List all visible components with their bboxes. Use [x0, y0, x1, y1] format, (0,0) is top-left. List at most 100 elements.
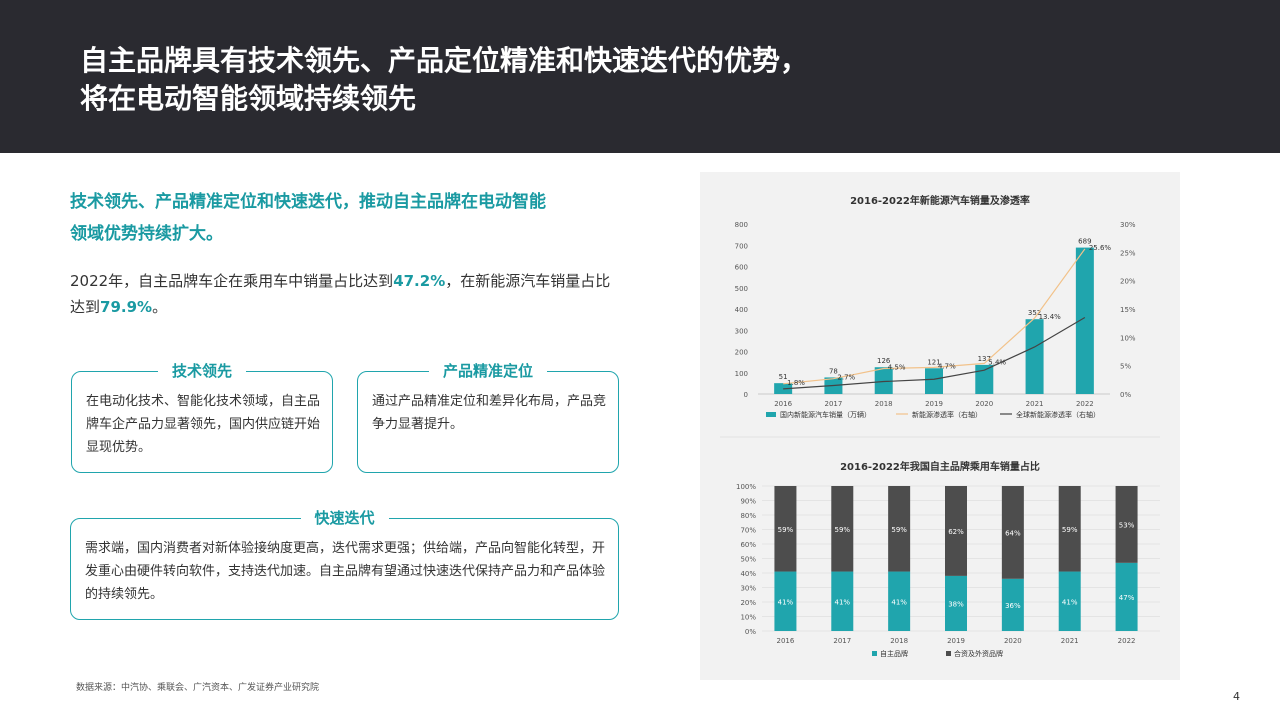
chart1-line-global-penetration: [783, 316, 1086, 390]
chart1-legend-label: 全球新能源渗透率（右轴）: [1016, 410, 1100, 419]
chart2-bar-label: 36%: [1005, 602, 1021, 610]
chart1-line-label: 13.4%: [1039, 313, 1062, 321]
chart1-y-tick-label: 0: [744, 391, 748, 399]
chart1-x-tick-label: 2019: [925, 400, 943, 408]
chart1-bar-label: 352: [1028, 309, 1041, 317]
summary-highlight-2: 79.9%: [100, 298, 153, 316]
box-title: 产品精准定位: [428, 360, 548, 382]
chart1-legend-label: 新能源渗透率（右轴）: [912, 410, 982, 419]
header-banner: 自主品牌具有技术领先、产品定位精准和快速迭代的优势， 将在电动智能领域持续领先: [0, 0, 1280, 153]
chart2-legend-label: 合资及外资品牌: [954, 649, 1003, 658]
precise-positioning-box: 产品精准定位 通过产品精准定位和差异化布局，产品竞争力显著提升。: [357, 360, 619, 473]
chart1-y2-tick-label: 5%: [1120, 363, 1131, 371]
chart2-y-tick-label: 70%: [740, 527, 756, 535]
chart2-y-tick-label: 50%: [740, 556, 756, 564]
chart2-y-tick-label: 20%: [740, 599, 756, 607]
chart2-x-tick-label: 2019: [947, 637, 965, 645]
chart1-y-tick-label: 800: [735, 221, 748, 229]
chart2-bar-jv: [1058, 486, 1081, 572]
chart2-bar-domestic: [1001, 578, 1024, 631]
chart2-bar-label: 59%: [1062, 526, 1078, 534]
chart2-bar-label: 41%: [778, 598, 794, 606]
chart2-bar-jv: [1001, 486, 1024, 579]
summary-text-3: 。: [152, 298, 168, 316]
chart2-bar-label: 38%: [948, 600, 964, 608]
chart-panel: 2016-2022年新能源汽车销量及渗透率 0 100 200 300 400 500 600…: [700, 172, 1180, 680]
chart2-y-tick-label: 30%: [740, 585, 756, 593]
box-body: 需求端，国内消费者对新体验接纳度更高，迭代需求更强；供给端，产品向智能化转型，开…: [85, 541, 606, 602]
chart1-y-tick-label: 200: [735, 349, 748, 357]
chart1-bar-label: 689: [1078, 238, 1091, 246]
chart1-line-label: 1.8%: [787, 379, 805, 387]
chart2-bar-jv: [1115, 486, 1138, 563]
chart2-y-tick-label: 60%: [740, 541, 756, 549]
chart1-bar-label: 121: [927, 358, 940, 366]
chart1-line-label: 4.7%: [938, 362, 956, 370]
chart2-bar-domestic: [831, 571, 854, 631]
chart2-bar-domestic: [774, 571, 797, 631]
chart2-y-tick-label: 10%: [740, 614, 756, 622]
title-line-1: 自主品牌具有技术领先、产品定位精准和快速迭代的优势，: [80, 44, 809, 77]
chart2-bar-label: 59%: [891, 526, 907, 534]
chart1-title: 2016-2022年新能源汽车销量及渗透率: [850, 194, 1030, 207]
data-source-note: 数据来源：中汽协、乘联会、广汽资本、广发证券产业研究院: [76, 683, 320, 693]
chart1-line-nev-penetration: [783, 248, 1086, 385]
chart1-legend-swatch: [766, 412, 776, 417]
chart1-y-tick-label: 600: [735, 264, 748, 272]
chart2-bar-label: 64%: [1005, 529, 1021, 537]
page-number: 4: [1233, 690, 1240, 703]
charts-svg: 2016-2022年新能源汽车销量及渗透率 0 100 200 300 400 500 600…: [720, 194, 1160, 658]
chart2-bar-label: 62%: [948, 528, 964, 536]
chart2-bar-label: 53%: [1119, 521, 1135, 529]
title-line-2: 将在电动智能领域持续领先: [80, 82, 417, 115]
chart1-bar-label: 126: [877, 357, 891, 365]
summary-text-2: ，在新能源汽车销量占比达到: [70, 272, 611, 316]
chart1-y-tick-label: 300: [735, 327, 748, 335]
section-subheading: 技术领先、产品精准定位和快速迭代，推动自主品牌在电动智能 领域优势持续扩大。: [70, 186, 630, 250]
chart2-bar-label: 41%: [1062, 598, 1078, 606]
chart1-bar: [1075, 247, 1094, 394]
chart1-y2-tick-label: 30%: [1120, 221, 1136, 229]
chart2-bar-jv: [774, 486, 797, 572]
chart2-bar-label: 59%: [835, 526, 851, 534]
chart1-x-tick-label: 2021: [1026, 400, 1044, 408]
summary-text-1: 2022年，自主品牌车企在乘用车中销量占比达到: [70, 272, 394, 290]
subheading-line-1: 技术领先、产品精准定位和快速迭代，推动自主品牌在电动智能: [70, 192, 546, 212]
chart2-bar-domestic: [945, 575, 967, 631]
chart1-bar-label: 137: [978, 355, 991, 363]
chart2-legend-label: 自主品牌: [880, 649, 908, 658]
box-body: 在电动化技术、智能化技术领域，自主品牌车企产品力显著领先，国内供应链开始显现优势…: [86, 394, 321, 455]
chart2-legend-swatch: [946, 651, 951, 656]
chart2-bar-jv: [945, 486, 967, 576]
chart2-bar-jv: [831, 486, 854, 572]
chart1-line-label: 5.4%: [988, 358, 1006, 366]
box-title: 技术领先: [157, 360, 247, 382]
chart2-bar-label: 41%: [835, 598, 851, 606]
chart2-bar-label: 59%: [778, 526, 794, 534]
chart1-x-tick-label: 2018: [875, 400, 893, 408]
page-title: 自主品牌具有技术领先、产品定位精准和快速迭代的优势， 将在电动智能领域持续领先: [80, 42, 1200, 118]
chart2-y-tick-label: 100%: [736, 483, 756, 491]
subheading-line-2: 领域优势持续扩大。: [70, 224, 223, 244]
chart2-y-tick-label: 90%: [740, 498, 756, 506]
chart2-bar-domestic: [1058, 571, 1081, 631]
chart1-bar-label: 78: [829, 367, 838, 375]
chart1-y2-tick-label: 20%: [1120, 278, 1136, 286]
chart1-line-label: 4.5%: [888, 364, 906, 372]
chart2-x-tick-label: 2021: [1061, 637, 1079, 645]
box-body: 通过产品精准定位和差异化布局，产品竞争力显著提升。: [372, 394, 607, 432]
chart1-bar: [925, 368, 943, 394]
chart1-x-tick-label: 2022: [1076, 400, 1094, 408]
chart1-bar: [1025, 319, 1044, 394]
chart1-y2-tick-label: 0%: [1120, 391, 1131, 399]
chart1-x-tick-label: 2020: [975, 400, 993, 408]
chart1-bar: [975, 364, 994, 394]
box-title: 快速迭代: [300, 507, 389, 529]
chart2-bar-domestic: [1115, 562, 1138, 631]
chart2-x-tick-label: 2016: [777, 637, 795, 645]
chart1-x-tick-label: 2016: [774, 400, 792, 408]
chart1-y-tick-label: 700: [735, 242, 748, 250]
chart2-bar-domestic: [888, 571, 911, 631]
chart2-x-tick-label: 2020: [1004, 637, 1022, 645]
chart2-bar-jv: [888, 486, 911, 572]
